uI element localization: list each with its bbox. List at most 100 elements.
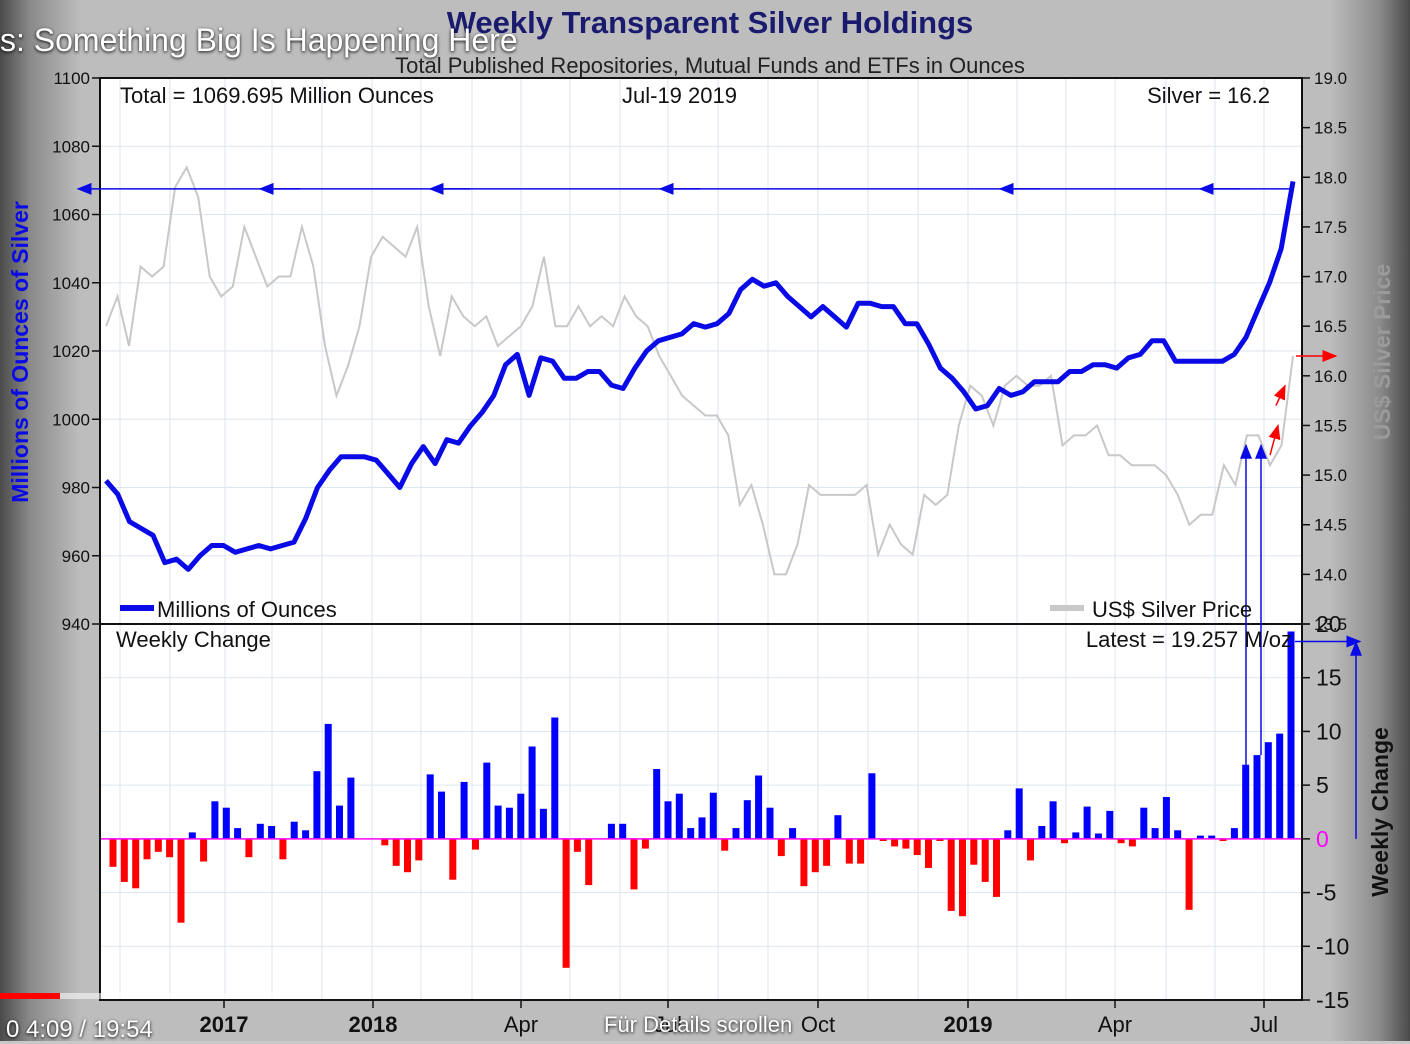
weekly-change-bar [143,838,151,860]
right-axis-tick-label: 18.0 [1314,168,1347,187]
weekly-change-bar [1140,807,1148,839]
weekly-change-bar [1015,788,1023,839]
weekly-change-bar [857,838,865,864]
weekly-change-bar [1219,838,1227,841]
right-axis-tick-label: 17.0 [1314,268,1347,287]
weekly-change-bar [279,838,287,860]
weekly-change-bar [1083,806,1091,839]
weekly-change-bar [1151,828,1159,839]
weekly-change-axis-tick-label: -10 [1316,933,1349,959]
weekly-change-bar [800,838,808,887]
left-axis-label: Millions of Ounces of Silver [7,201,33,503]
weekly-change-bar [777,838,785,857]
weekly-change-bar [1264,742,1272,839]
weekly-change-bar [245,838,253,858]
weekly-change-bar [336,805,343,839]
left-axis-tick-label: 1060 [52,206,90,225]
weekly-change-bar [177,838,185,923]
weekly-change-bar [1106,810,1114,839]
weekly-change-bar [1242,764,1250,839]
weekly-change-bar [1253,755,1261,839]
right-axis-tick-label: 15.0 [1314,466,1347,485]
chart-title: Weekly Transparent Silver Holdings [447,5,974,40]
weekly-change-bar [472,838,479,850]
right-axis-tick-label: 17.5 [1314,218,1347,237]
weekly-change-bar [743,800,751,839]
weekly-change-bar [709,792,717,839]
weekly-change-bar [381,838,389,846]
legend-swatch-holdings [120,605,154,611]
plot-frame [99,77,1303,1001]
weekly-change-bar [902,838,910,849]
weekly-change-bar [868,773,876,839]
weekly-change-bar [698,817,706,839]
legend: Millions of Ounces US$ Silver Price [120,597,1252,622]
legend-swatch-silver-price [1050,605,1084,611]
weekly-change-bar [1061,838,1068,844]
weekly-change-bar [936,838,944,841]
right-axis-tick-label: 19.0 [1314,69,1347,88]
weekly-change-bar [1162,797,1170,839]
weekly-change-bar [925,838,932,868]
weekly-change-bar [449,838,457,880]
red-trend-arrow [1268,424,1281,456]
holdings-series [104,180,1296,572]
weekly-change-bar [415,838,423,861]
weekly-change-bar [234,828,242,839]
grid [100,77,1302,1001]
annotations [76,182,1362,839]
weekly-change-bar [845,838,853,864]
x-axis-tick-label: Jul [1250,1012,1278,1037]
weekly-change-bar [1287,631,1295,839]
weekly-change-bar [834,815,842,839]
x-axis-tick-label: Oct [801,1012,835,1037]
video-progress-bar[interactable] [0,993,286,999]
weekly-change-axis-tick-label: -15 [1316,987,1349,1013]
right-axis-tick-label: 15.5 [1314,416,1347,435]
weekly-change-bar [268,826,276,839]
weekly-change-axis-label: Weekly Change [1367,727,1393,897]
weekly-change-bar [517,793,525,839]
weekly-change-bar [483,762,491,839]
weekly-change-bar [438,791,445,839]
weekly-change-bar [1230,828,1238,839]
x-axis-tick-label: Apr [504,1012,538,1037]
weekly-change-bar [1208,835,1216,839]
weekly-change-bar [993,838,1000,897]
weekly-change-bar [687,828,695,839]
right-axis-tick-label: 16.5 [1314,317,1347,336]
left-axis-tick-label: 1040 [52,274,90,293]
weekly-change-bar [539,808,547,839]
weekly-change-bar [347,777,355,839]
right-axis-tick-label: 14.5 [1314,516,1347,535]
weekly-change-bar [619,823,627,839]
weekly-change-bar [200,838,208,862]
weekly-change-bar [970,838,978,865]
weekly-change-bar [641,838,649,849]
video-overlay-title: s: Something Big Is Happening Here [0,22,518,58]
weekly-change-bar [132,838,140,889]
silver-price-line [105,164,1294,576]
weekly-change-bar [313,771,321,839]
weekly-change-bar [551,717,559,839]
weekly-change-bar [1094,833,1102,839]
weekly-change-bar [1117,838,1125,844]
weekly-change-bar [721,838,729,851]
weekly-change-bar [1185,838,1193,910]
weekly-change-bar [290,821,298,839]
left-axis-tick-label: 980 [62,479,90,498]
weekly-change-bar [585,838,593,886]
weekly-change-bar [573,838,581,852]
weekly-change-bar [256,823,264,839]
weekly-change-bar [811,838,819,873]
silver-price-series [105,164,1294,576]
weekly-change-bar [166,838,174,858]
holdings-line [104,180,1296,572]
weekly-change-bar [755,775,763,839]
header-total: Total = 1069.695 Million Ounces [120,83,434,108]
weekly-change-bar [494,805,502,839]
scroll-hint[interactable]: Für Details scrollen [604,1012,793,1037]
weekly-change-bar [1128,838,1136,847]
weekly-change-bar [188,832,196,839]
